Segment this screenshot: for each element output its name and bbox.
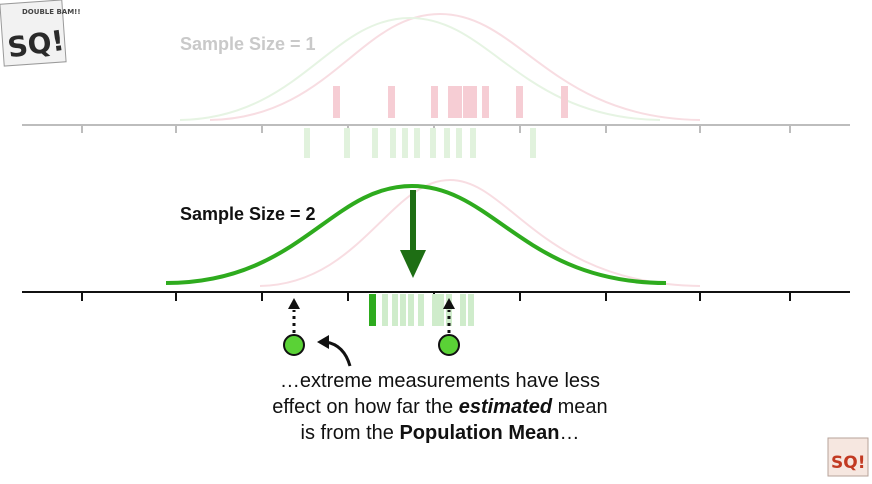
sample-size-1-label: Sample Size = 1 — [180, 34, 316, 54]
right-dotted-arrow — [443, 298, 455, 333]
caption-line-2: effect on how far the estimated mean — [160, 394, 720, 420]
measurement-dot-left — [283, 334, 305, 356]
caption-line-2-pre: effect on how far the — [272, 396, 459, 418]
faint-red-curve-top — [209, 12, 701, 121]
left-dotted-arrow — [288, 298, 300, 333]
sample-size-2-label: Sample Size = 2 — [180, 204, 316, 224]
faint-green-curve-top — [179, 16, 661, 121]
caption-line-2-post: mean — [552, 396, 608, 418]
faint-axis-top-ticks — [81, 125, 791, 133]
logo-text-top: SQ! — [6, 24, 67, 65]
caption-line-3: is from the Population Mean… — [160, 420, 720, 446]
sample-size-1-panel — [22, 12, 850, 158]
caption-line-1: …extreme measurements have less — [279, 370, 601, 392]
logo-subtext-top: DOUBLE BAM!! — [22, 8, 81, 16]
caption: …extreme measurements have less effect o… — [160, 368, 720, 446]
statquest-logo-bottom-right: SQ! — [827, 437, 869, 477]
faint-green-bars — [304, 128, 536, 158]
caption-line-3-post: … — [559, 422, 580, 444]
caption-estimated: estimated — [458, 396, 553, 418]
caption-line-3-pre: is from the — [300, 422, 400, 444]
population-mean-arrow — [400, 190, 426, 278]
estimated-mean-bar — [369, 294, 376, 326]
faint-red-bars — [333, 86, 568, 118]
green-distribution-curve — [165, 183, 667, 285]
sample-size-2-panel — [22, 178, 850, 367]
faint-mean-bars — [382, 294, 474, 326]
curved-pointer-arrow — [317, 335, 352, 367]
faint-red-curve-main — [259, 178, 701, 287]
logo-text-bottom: SQ! — [831, 453, 865, 473]
statquest-logo-top-left: SQ! DOUBLE BAM!! — [0, 0, 81, 67]
caption-population-mean: Population Mean — [399, 422, 560, 444]
measurement-dot-right — [438, 334, 460, 356]
